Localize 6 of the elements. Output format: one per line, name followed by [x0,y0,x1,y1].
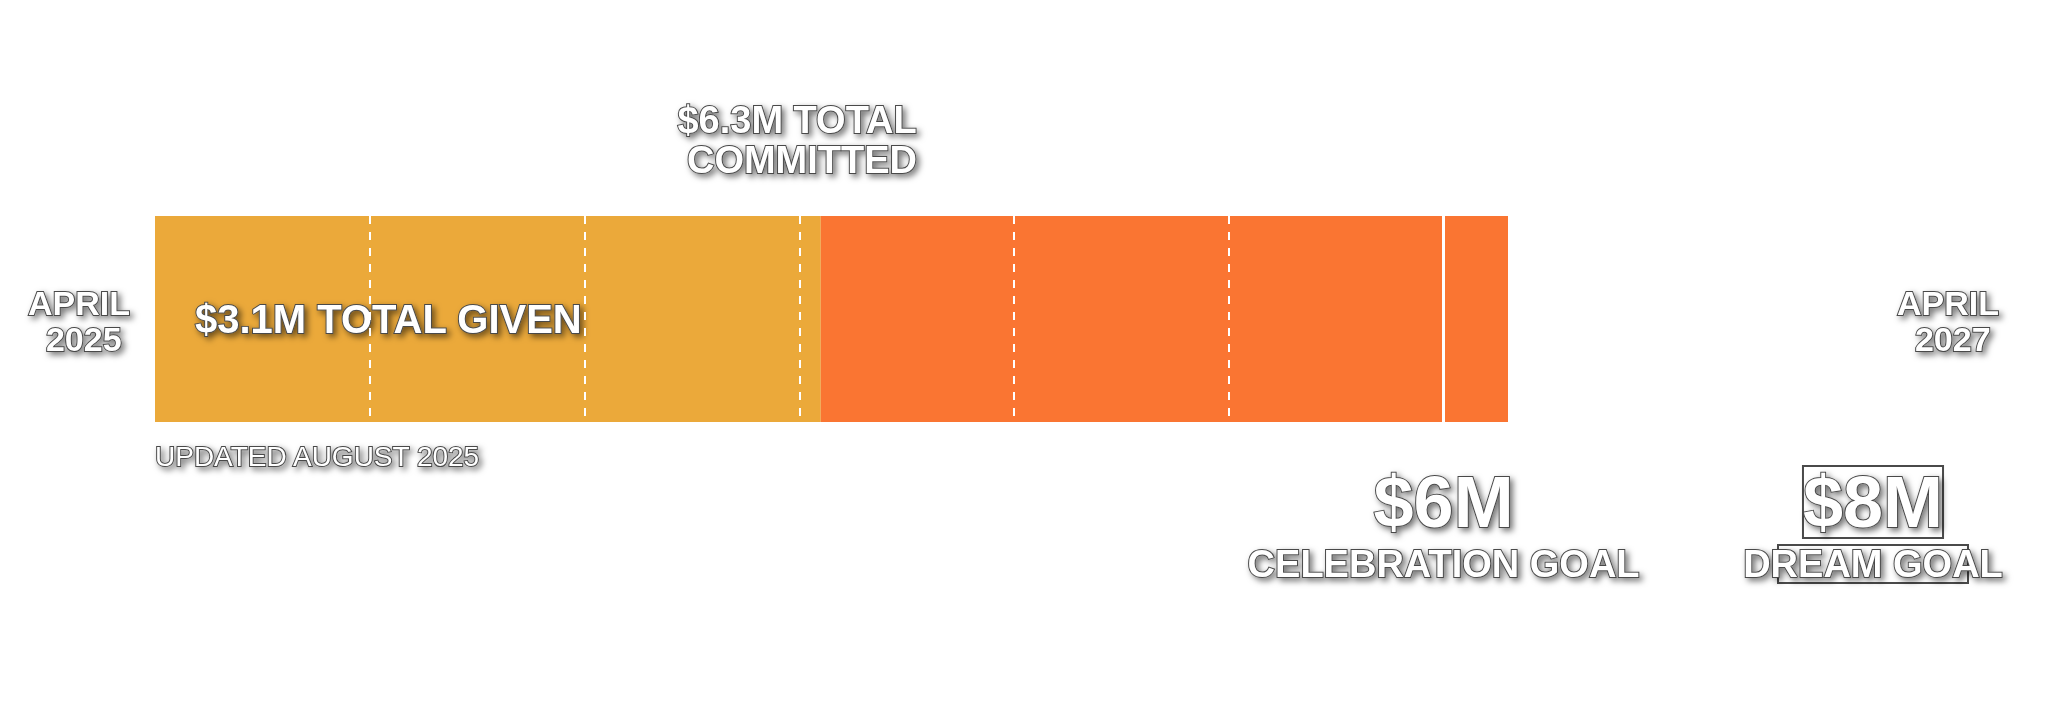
data-label: $3.1M TOTAL GIVEN [195,297,582,341]
text: UPDATED AUGUST 2025 [155,440,480,472]
text: APRIL 2025 [28,284,130,358]
text: APRIL 2027 [1897,284,1999,358]
ref-line-label: $6M CELEBRATION GOAL [1247,462,1640,585]
text: $6.3M TOTAL COMMITTED [677,99,927,181]
